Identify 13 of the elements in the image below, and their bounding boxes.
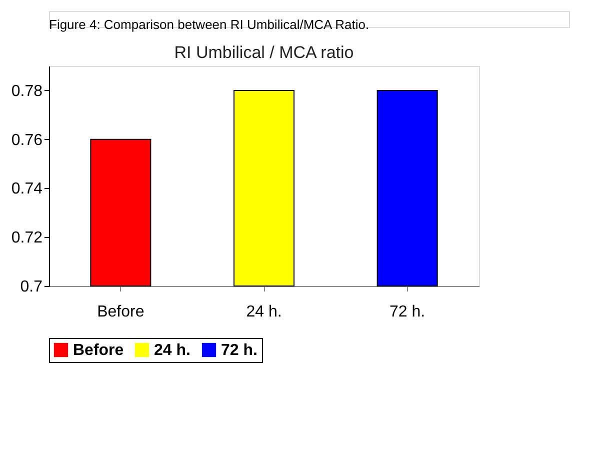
caption: Figure 4: Comparison between RI Umbilical/MCA Ratio. [49,17,370,32]
chart-title: RI Umbilical / MCA ratio [174,43,354,62]
legend-label: 72 h. [221,342,258,359]
y-tick-label: 0.74 [11,180,43,198]
legend-label: 24 h. [154,342,190,359]
x-tick-label: Before [97,304,144,320]
x-tick-label: 72 h. [390,304,426,320]
y-tick-label: 0.76 [11,132,43,149]
x-tick-label: 24 h. [246,304,282,320]
y-tick-label: 0.72 [11,230,43,247]
legend-label: Before [73,342,124,359]
y-tick-label: 0.7 [20,278,43,296]
y-tick-label: 0.78 [11,82,43,100]
